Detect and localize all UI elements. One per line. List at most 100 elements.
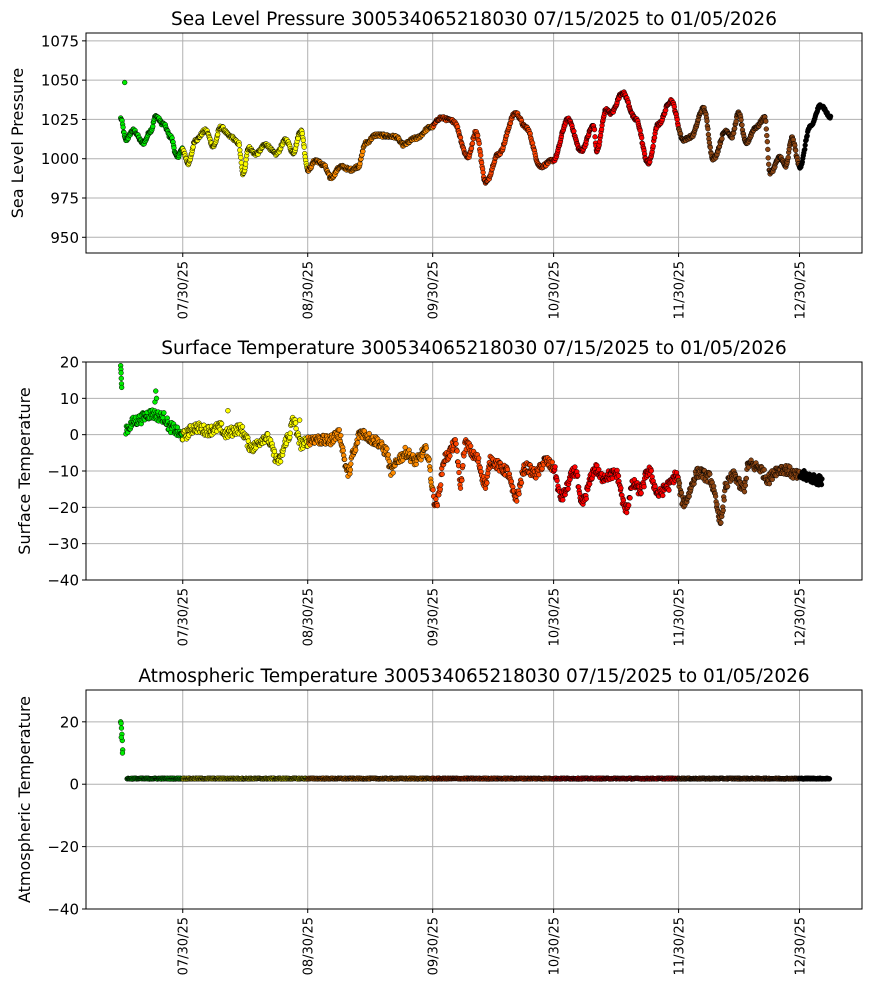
data-point (719, 136, 725, 142)
data-point (618, 485, 624, 491)
data-point (427, 467, 433, 473)
x-tick-label: 10/30/25 (548, 917, 563, 975)
y-tick-label: 1050 (41, 72, 79, 90)
y-tick-label: −40 (47, 572, 79, 590)
data-point (354, 440, 361, 446)
y-tick-label: −30 (47, 535, 79, 553)
data-point (218, 420, 225, 427)
data-point (785, 154, 791, 161)
x-tick-label: 07/30/25 (177, 917, 192, 975)
data-points (118, 362, 825, 527)
data-point (743, 475, 750, 482)
data-point (293, 425, 299, 432)
data-point (766, 161, 772, 167)
data-point (439, 471, 445, 477)
x-tick-label: 09/30/25 (427, 588, 442, 646)
data-point (761, 467, 767, 473)
data-point (478, 152, 484, 158)
chart-title: Atmospheric Temperature 300534065218030 … (138, 666, 809, 687)
data-point (587, 481, 593, 487)
data-point (648, 468, 654, 474)
data-point (707, 471, 713, 477)
data-point (118, 370, 124, 376)
data-point (447, 453, 453, 459)
data-point (504, 466, 511, 473)
data-point (705, 131, 712, 138)
x-tick-label: 12/30/25 (794, 917, 809, 975)
data-point (119, 750, 126, 756)
data-point (720, 507, 726, 514)
y-tick-label: 0 (69, 426, 79, 444)
x-tick-label: 10/30/25 (548, 588, 563, 646)
data-point (554, 477, 560, 484)
y-tick-label: 10 (60, 390, 79, 408)
y-tick-label: 20 (60, 354, 79, 372)
y-tick-label: 0 (69, 776, 79, 794)
data-point (819, 476, 825, 482)
y-tick-label: 950 (50, 229, 79, 247)
data-point (161, 410, 167, 416)
data-point (676, 480, 683, 486)
data-point (468, 443, 474, 449)
chart-title: Sea Level Pressure 300534065218030 07/15… (171, 9, 777, 30)
y-tick-label: 1000 (41, 150, 79, 168)
data-point (765, 155, 771, 161)
data-point (469, 140, 476, 147)
data-point (552, 464, 558, 470)
data-point (638, 490, 644, 496)
y-axis-label: Sea Level Pressure (8, 68, 27, 219)
data-point (153, 388, 159, 394)
data-point (300, 137, 306, 143)
data-point (565, 486, 571, 492)
y-axis-label: Surface Temperature (15, 387, 34, 554)
data-point (460, 462, 466, 469)
data-point (714, 501, 720, 508)
data-point (122, 79, 128, 86)
data-point (476, 140, 482, 147)
data-point (341, 456, 348, 463)
data-point (265, 431, 271, 437)
y-tick-label: 20 (60, 713, 79, 731)
data-point (384, 446, 390, 452)
data-points (118, 719, 833, 782)
data-point (366, 430, 372, 437)
data-point (457, 485, 464, 491)
data-point (484, 480, 490, 486)
data-point (426, 456, 432, 462)
data-point (766, 481, 773, 487)
chart-title: Surface Temperature 300534065218030 07/1… (161, 338, 786, 359)
data-point (423, 445, 429, 451)
data-point (571, 128, 577, 134)
data-point (666, 487, 672, 493)
data-point (704, 118, 710, 124)
x-tick-label: 10/30/25 (548, 261, 563, 319)
data-point (764, 132, 770, 139)
data-point (516, 491, 522, 497)
y-tick-label: 1075 (41, 32, 79, 50)
data-point (592, 134, 598, 140)
x-tick-label: 11/30/25 (673, 917, 688, 975)
data-point (347, 467, 354, 473)
data-point (615, 473, 622, 479)
x-tick-label: 08/30/25 (302, 261, 317, 319)
y-tick-label: 1025 (41, 111, 79, 129)
data-point (277, 458, 284, 465)
data-point (724, 483, 731, 490)
data-point (686, 493, 692, 499)
x-tick-label: 11/30/25 (673, 588, 688, 646)
data-point (476, 455, 482, 461)
data-point (583, 496, 589, 502)
data-point (456, 469, 462, 476)
data-point (120, 124, 126, 130)
data-point (118, 375, 124, 382)
axes-frame (85, 32, 863, 254)
data-point (712, 493, 719, 499)
data-point (536, 472, 542, 478)
data-point (705, 126, 711, 132)
subplot-2: −40 −20 0 20 07/30/25 08/30/25 09/30/25 10/30/2… (15, 666, 863, 975)
data-point (239, 424, 246, 430)
data-point (763, 118, 769, 124)
data-point (385, 452, 391, 458)
y-tick-label: 975 (50, 190, 79, 208)
